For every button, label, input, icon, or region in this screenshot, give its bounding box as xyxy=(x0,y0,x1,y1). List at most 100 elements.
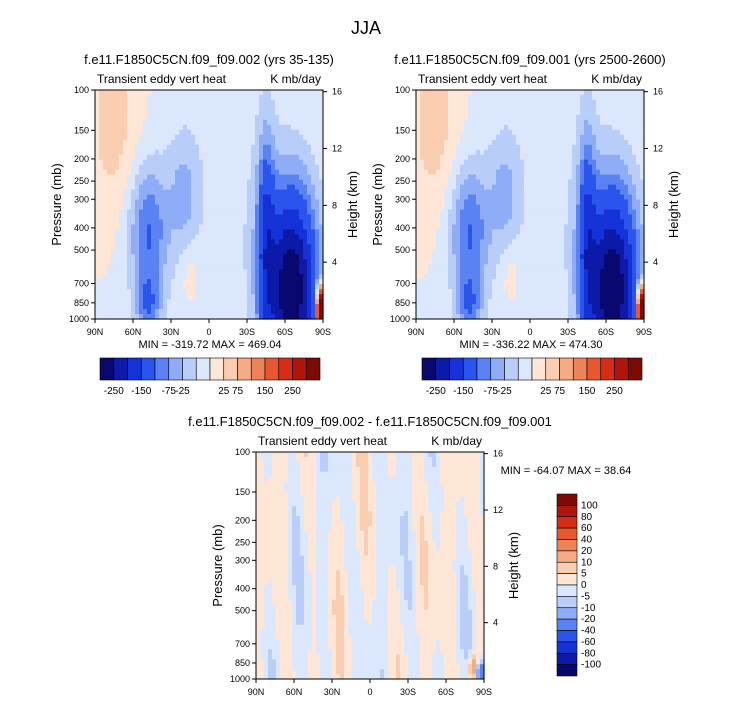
heatmap-cell xyxy=(524,134,529,141)
heatmap-cell xyxy=(488,104,493,111)
heatmap-cell xyxy=(123,184,128,191)
heatmap-cell xyxy=(267,154,272,161)
heatmap-cell xyxy=(179,184,184,191)
heatmap-cell xyxy=(532,104,537,111)
heatmap-cell xyxy=(107,104,112,111)
heatmap-cell xyxy=(448,179,453,186)
heatmap-cell xyxy=(263,219,268,226)
heatmap-cell xyxy=(540,289,545,295)
heatmap-cell xyxy=(287,109,292,116)
heatmap-cell xyxy=(299,309,304,315)
heatmap-cell xyxy=(604,114,609,121)
heatmap-cell xyxy=(251,194,256,201)
heatmap-cell xyxy=(127,304,132,310)
heatmap-cell xyxy=(596,299,601,305)
heatmap-cell xyxy=(107,214,112,221)
heatmap-cell xyxy=(95,259,100,265)
heatmap-cell xyxy=(123,274,128,280)
heatmap-cell xyxy=(227,149,232,156)
heatmap-cell xyxy=(424,189,429,196)
heatmap-cell xyxy=(448,299,453,305)
heatmap-cell xyxy=(516,289,521,295)
heatmap-cell xyxy=(263,279,268,285)
heatmap-cell xyxy=(512,224,517,230)
heatmap-cell xyxy=(592,299,597,305)
heatmap-cell xyxy=(127,209,132,216)
heatmap-cell xyxy=(496,144,501,151)
heatmap-cell xyxy=(199,90,204,96)
heatmap-cell xyxy=(175,274,180,280)
heatmap-cell xyxy=(115,99,120,106)
heatmap-cell xyxy=(271,189,276,196)
heatmap-cell xyxy=(143,139,148,146)
heatmap-cell xyxy=(532,134,537,141)
heatmap-cell xyxy=(223,184,228,191)
heatmap-cell xyxy=(239,144,244,151)
heatmap-cell xyxy=(556,234,561,240)
heatmap-cell xyxy=(532,219,537,226)
heatmap-cell xyxy=(420,239,425,245)
heatmap-cell xyxy=(239,224,244,230)
heatmap-cell xyxy=(135,109,140,116)
heatmap-cell xyxy=(103,139,108,146)
heatmap-cell xyxy=(95,144,100,151)
heatmap-cell xyxy=(103,294,108,300)
heatmap-cell xyxy=(191,314,196,320)
heatmap-cell xyxy=(592,264,597,270)
heatmap-cell xyxy=(147,149,152,156)
heatmap-cell xyxy=(199,204,204,211)
heatmap-cell xyxy=(131,269,136,275)
heatmap-cell xyxy=(516,239,521,245)
heatmap-cell xyxy=(424,304,429,310)
heatmap-cell xyxy=(596,304,601,310)
heatmap-cell xyxy=(199,309,204,315)
heatmap-cell xyxy=(207,154,212,161)
heatmap-cell xyxy=(516,269,521,275)
heatmap-cell xyxy=(107,174,112,181)
heatmap-cell xyxy=(416,184,421,191)
heatmap-cell xyxy=(303,149,308,156)
heatmap-cell xyxy=(424,299,429,305)
heatmap-cell xyxy=(424,224,429,230)
heatmap-cell xyxy=(247,109,252,116)
heatmap-cell xyxy=(524,249,529,255)
heatmap-cell xyxy=(436,289,441,295)
heatmap-cell xyxy=(107,294,112,300)
heatmap-cell xyxy=(444,249,449,255)
heatmap-cell xyxy=(580,204,585,211)
heatmap-cell xyxy=(95,159,100,166)
heatmap-cell xyxy=(604,204,609,211)
heatmap-cell xyxy=(179,90,184,96)
heatmap-cell xyxy=(211,264,216,270)
heatmap-cell xyxy=(147,114,152,121)
heatmap-cell xyxy=(135,229,140,235)
heatmap-cell xyxy=(127,274,132,280)
heatmap-cell xyxy=(456,254,461,260)
heatmap-cell xyxy=(600,299,605,305)
heatmap-cell xyxy=(299,269,304,275)
heatmap-cell xyxy=(231,269,236,275)
heatmap-cell xyxy=(448,194,453,201)
heatmap-cell xyxy=(107,274,112,280)
heatmap-cell xyxy=(428,139,433,146)
heatmap-cell xyxy=(520,154,525,161)
heatmap-cell xyxy=(95,204,100,211)
heatmap-cell xyxy=(143,284,148,290)
heatmap-cell xyxy=(131,204,136,211)
heatmap-cell xyxy=(271,104,276,111)
heatmap-cell xyxy=(480,109,485,116)
heatmap-cell xyxy=(207,219,212,226)
heatmap-cell xyxy=(416,94,421,101)
heatmap-cell xyxy=(540,94,545,101)
heatmap-cell xyxy=(283,184,288,191)
heatmap-cell xyxy=(263,154,268,161)
heatmap-cell xyxy=(592,104,597,111)
heatmap-cell xyxy=(452,214,457,221)
heatmap-cell xyxy=(271,154,276,161)
heatmap-cell xyxy=(596,99,601,106)
heatmap-cell xyxy=(207,314,212,320)
heatmap-cell xyxy=(255,149,260,156)
heatmap-cell xyxy=(219,109,224,116)
heatmap-cell xyxy=(183,299,188,305)
heatmap-cell xyxy=(500,219,505,226)
